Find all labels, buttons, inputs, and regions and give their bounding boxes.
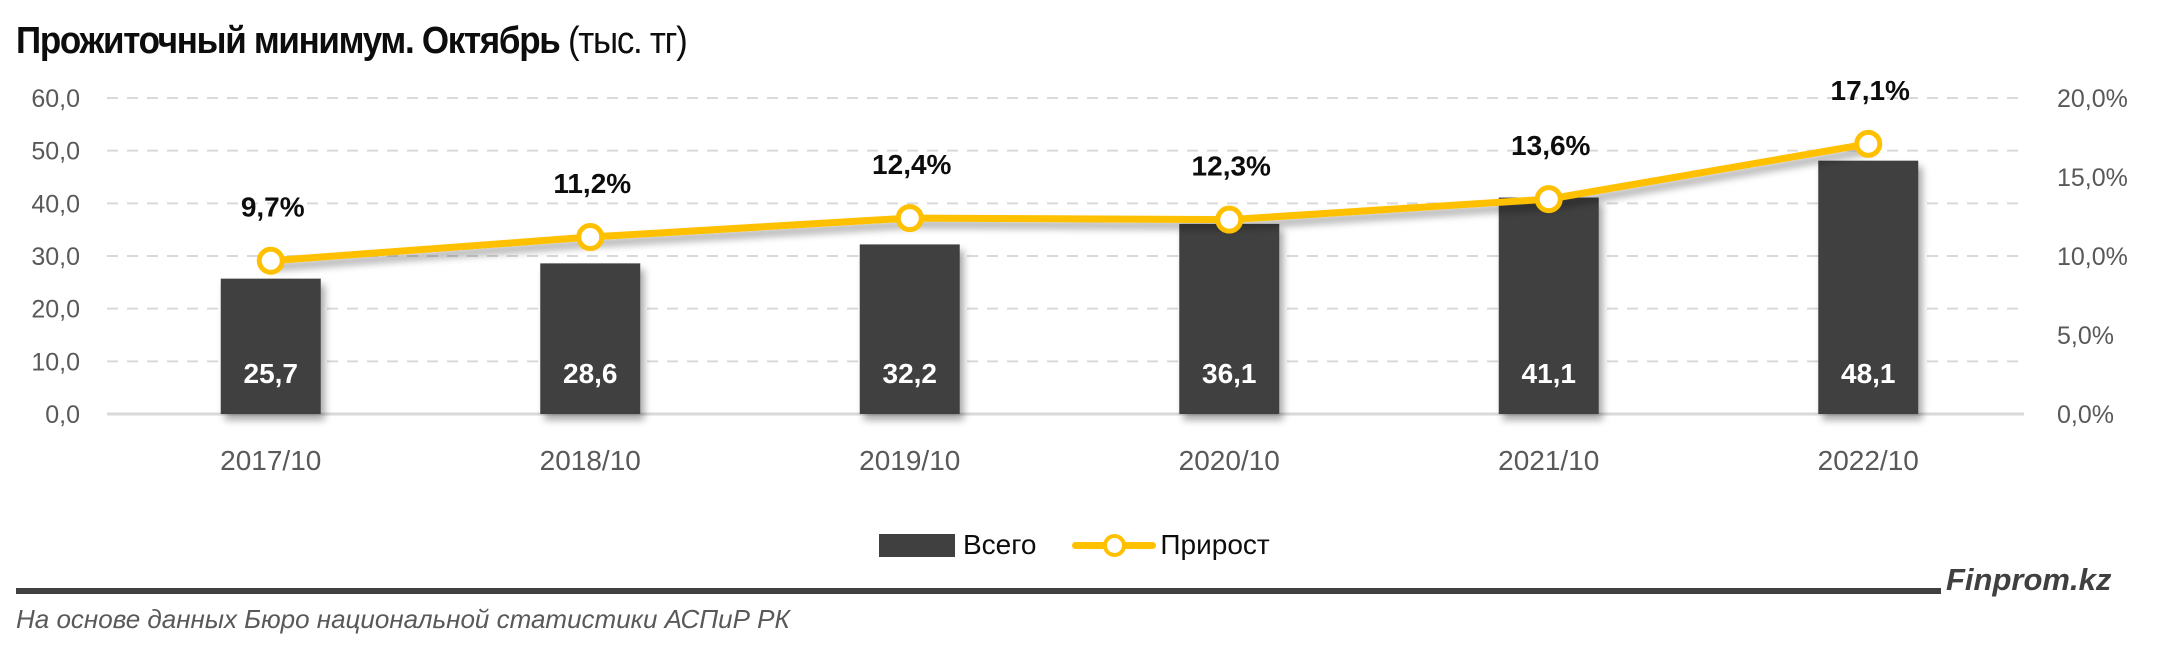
x-axis-tick-label: 2022/10: [1818, 445, 1919, 476]
legend-line-marker-icon: [1072, 530, 1157, 560]
x-axis-labels: 2017/10 2018/10 2019/10 2020/10 2021/10 2022/…: [220, 445, 1919, 476]
line-marker-icon: [256, 246, 285, 275]
bar: [540, 263, 641, 414]
left-axis-tick-label: 0,0: [45, 401, 80, 429]
line-value-label: 17,1%: [1831, 75, 1910, 106]
left-axis-tick-label: 30,0: [31, 243, 80, 271]
line-value-label: 12,4%: [872, 149, 951, 180]
left-axis-tick-label: 10,0: [31, 348, 80, 376]
bar-value-label: 41,1: [1522, 358, 1577, 389]
bar-series-vsego: 25,7 28,6 32,2 36,1 41,1 48,1: [220, 160, 1919, 414]
x-axis-tick-label: 2018/10: [540, 445, 641, 476]
legend-bar-swatch-icon: [879, 533, 955, 557]
left-axis-tick-label: 60,0: [31, 85, 80, 113]
bar-value-label: 36,1: [1202, 358, 1257, 389]
bar: [1818, 160, 1919, 414]
right-axis: 0,0% 5,0% 10,0% 15,0% 20,0%: [2057, 85, 2128, 429]
line-marker-icon: [576, 223, 605, 252]
line-marker-icon: [895, 204, 924, 233]
bar-value-label: 48,1: [1841, 358, 1896, 389]
bar: [1498, 197, 1599, 414]
chart-title-main: Прожиточный минимум. Октябрь: [16, 20, 561, 62]
right-axis-tick-label: 15,0%: [2057, 164, 2128, 192]
x-axis-tick-label: 2019/10: [859, 445, 960, 476]
chart-title-unit: (тыс. тг): [567, 20, 688, 62]
right-axis-tick-label: 20,0%: [2057, 85, 2128, 113]
bar-value-label: 32,2: [883, 358, 938, 389]
source-note: На основе данных Бюро национальной стати…: [16, 604, 790, 634]
legend-line-label: Прирост: [1160, 529, 1270, 560]
x-axis-tick-label: 2017/10: [220, 445, 321, 476]
x-axis-tick-label: 2021/10: [1498, 445, 1599, 476]
footer-divider: [16, 588, 1941, 594]
left-axis: 0,0 10,0 20,0 30,0 40,0 50,0 60,0: [31, 85, 80, 429]
line-value-label: 11,2%: [553, 168, 631, 199]
bar-value-label: 28,6: [563, 358, 618, 389]
right-axis-tick-label: 5,0%: [2057, 322, 2114, 350]
x-axis-tick-label: 2020/10: [1179, 445, 1280, 476]
left-axis-tick-label: 50,0: [31, 138, 80, 166]
left-axis-tick-label: 20,0: [31, 296, 80, 324]
right-axis-tick-label: 10,0%: [2057, 243, 2128, 271]
line-value-label: 9,7%: [241, 192, 305, 223]
bar: [220, 278, 321, 414]
left-axis-tick-label: 40,0: [31, 190, 80, 218]
bar: [1179, 223, 1280, 414]
line-value-label: 13,6%: [1511, 130, 1590, 161]
brand-logo: Finprom.kz: [1946, 562, 2112, 597]
gridlines: [107, 97, 2024, 416]
bar: [859, 244, 960, 414]
line-value-label: 12,3%: [1192, 151, 1271, 182]
right-axis-tick-label: 0,0%: [2057, 401, 2114, 429]
chart-title: Прожиточный минимум. Октябрь (тыс. тг): [16, 16, 688, 66]
legend-bar-label: Всего: [963, 529, 1037, 560]
legend: Всего Прирост: [879, 522, 1270, 568]
line-marker-icon: [1854, 129, 1883, 158]
line-marker-icon: [1215, 205, 1244, 234]
growth-line: [267, 140, 1872, 265]
line-series-prirost: 9,7% 11,2% 12,4% 12,3% 13,6% 17,1%: [241, 75, 1910, 275]
line-marker-icon: [1534, 185, 1563, 214]
bar-value-label: 25,7: [244, 358, 299, 389]
